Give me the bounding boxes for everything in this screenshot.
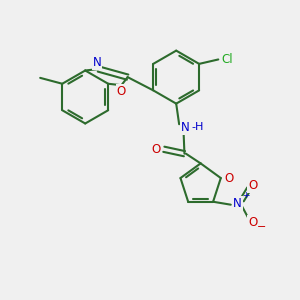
Text: N: N xyxy=(93,56,101,69)
Text: O: O xyxy=(248,179,257,192)
Text: Cl: Cl xyxy=(221,53,233,66)
Text: −: − xyxy=(257,222,266,232)
Text: O: O xyxy=(117,85,126,98)
Text: +: + xyxy=(242,191,249,200)
Text: O: O xyxy=(248,216,257,229)
Text: N: N xyxy=(181,121,190,134)
Text: O: O xyxy=(224,172,234,184)
Text: -H: -H xyxy=(191,122,204,132)
Text: O: O xyxy=(151,143,160,156)
Text: N: N xyxy=(233,197,242,210)
